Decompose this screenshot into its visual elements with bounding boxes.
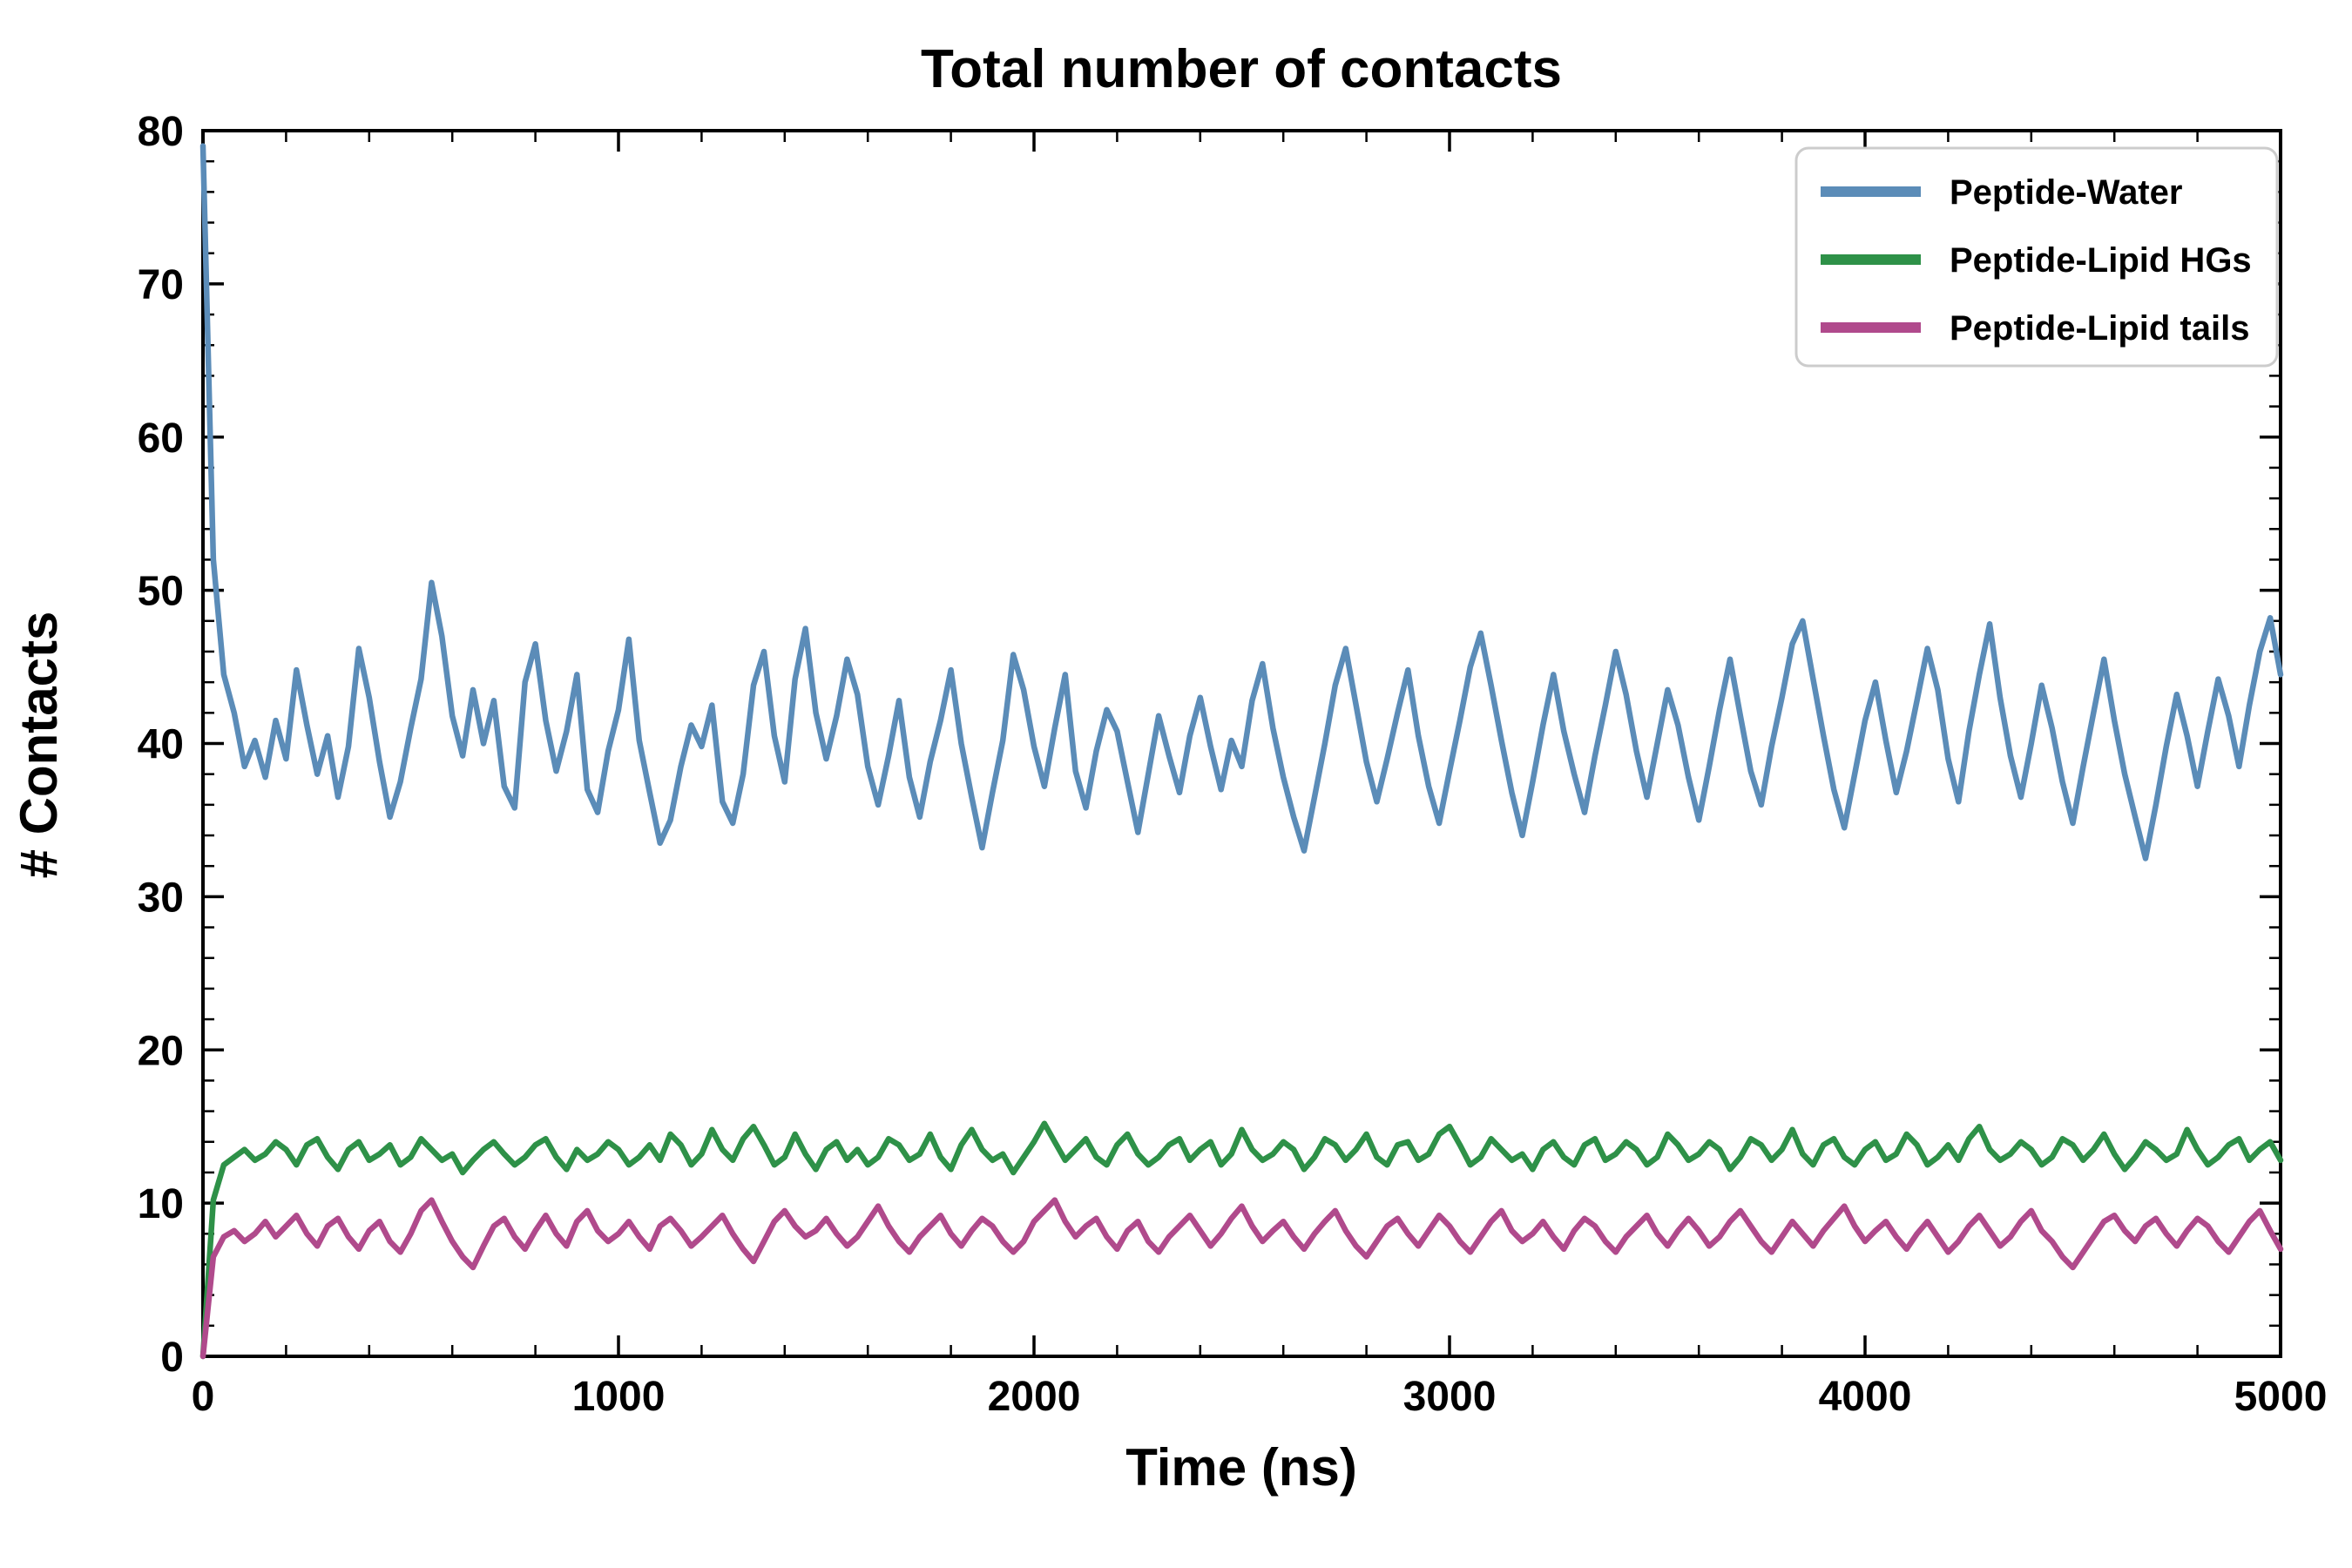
y-tick-label: 70 xyxy=(138,262,184,308)
y-tick-label: 80 xyxy=(138,109,184,155)
y-tick-label: 40 xyxy=(138,722,184,768)
legend-label-peptide-water: Peptide-Water xyxy=(1950,173,2182,212)
y-axis-label: # Contacts xyxy=(10,612,68,879)
x-tick-label: 2000 xyxy=(988,1374,1081,1420)
series-line-0 xyxy=(199,143,2284,862)
series-line-1 xyxy=(199,1120,2284,1360)
y-tick-label: 60 xyxy=(138,416,184,462)
y-tick-label: 30 xyxy=(138,875,184,921)
y-tick-label: 50 xyxy=(138,569,184,615)
x-tick-label: 3000 xyxy=(1403,1374,1497,1420)
legend: Peptide-Water Peptide-Lipid HGs Peptide-… xyxy=(1794,146,2279,368)
x-tick-label: 5000 xyxy=(2234,1374,2328,1420)
legend-label-peptide-lipid-tails: Peptide-Lipid tails xyxy=(1950,309,2249,348)
series-lines xyxy=(199,143,2284,1360)
series-line-2 xyxy=(199,1197,2284,1360)
x-tick-label: 1000 xyxy=(572,1374,666,1420)
y-tick-label: 20 xyxy=(138,1028,184,1074)
x-tick-label: 0 xyxy=(192,1374,215,1420)
legend-box xyxy=(1794,146,2279,368)
y-tick-label: 10 xyxy=(138,1181,184,1227)
x-tick-label: 4000 xyxy=(1819,1374,1912,1420)
legend-label-peptide-lipid-hgs: Peptide-Lipid HGs xyxy=(1950,241,2252,280)
x-tick-labels: 0 1000 2000 3000 4000 5000 xyxy=(192,1374,2328,1420)
chart-title: Total number of contacts xyxy=(921,39,1562,99)
plot-frame-group xyxy=(201,129,2282,1358)
x-axis-label: Time (ns) xyxy=(1125,1438,1357,1497)
y-tick-labels: 0 10 20 30 40 50 60 70 80 xyxy=(138,109,184,1381)
y-tick-label: 0 xyxy=(160,1335,184,1381)
